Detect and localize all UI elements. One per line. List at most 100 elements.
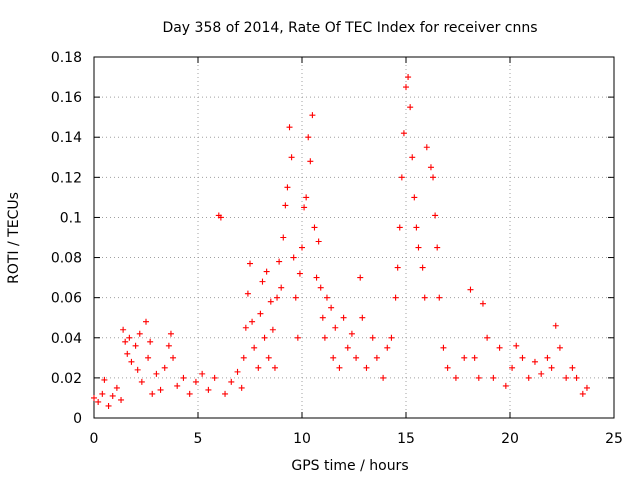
data-point <box>143 318 149 325</box>
data-point <box>392 294 399 301</box>
data-point <box>415 244 422 251</box>
data-point <box>579 390 586 397</box>
data-point <box>434 244 441 251</box>
data-point <box>421 294 428 301</box>
data-point <box>161 364 168 371</box>
data-point <box>348 330 355 337</box>
data-point <box>211 374 218 381</box>
data-point <box>369 334 376 341</box>
data-point <box>373 354 380 361</box>
data-point <box>303 194 310 201</box>
x-tick-label: 20 <box>501 431 519 447</box>
x-tick-label: 0 <box>90 431 99 447</box>
data-point <box>440 344 447 351</box>
data-point <box>490 374 497 381</box>
data-point <box>475 374 482 381</box>
data-point <box>109 392 116 399</box>
data-point <box>380 374 387 381</box>
data-point <box>471 354 478 361</box>
data-point <box>484 334 491 341</box>
data-point <box>353 354 360 361</box>
data-point <box>525 374 532 381</box>
data-point <box>301 204 308 211</box>
data-point <box>419 264 426 271</box>
data-point <box>573 374 580 381</box>
data-point <box>174 382 181 389</box>
x-tick-label: 25 <box>605 431 623 447</box>
y-tick-labels: 0 0.02 0.04 0.06 0.08 0.1 0.12 0.14 0.16 0.18 <box>51 50 82 427</box>
data-point <box>244 290 251 297</box>
data-point <box>461 354 468 361</box>
data-point <box>286 124 293 131</box>
data-point <box>205 386 212 393</box>
data-point <box>167 330 174 337</box>
data-point <box>269 326 276 333</box>
data-point <box>238 384 245 391</box>
data-point <box>118 396 125 403</box>
data-point <box>363 364 370 371</box>
data-point <box>359 314 366 321</box>
data-point <box>153 370 160 377</box>
data-point <box>398 174 405 181</box>
data-point <box>321 334 328 341</box>
data-point <box>411 194 418 201</box>
data-point <box>255 364 262 371</box>
data-point <box>192 378 199 385</box>
y-tick-label: 0.14 <box>51 130 82 146</box>
data-point <box>388 334 395 341</box>
data-point <box>147 338 154 345</box>
data-point <box>99 390 106 397</box>
data-point <box>502 382 509 389</box>
data-point <box>384 344 391 351</box>
data-point <box>405 74 412 81</box>
data-point <box>430 174 437 181</box>
data-point <box>134 366 141 373</box>
data-point <box>265 354 272 361</box>
data-point <box>552 322 559 329</box>
data-point <box>278 284 285 291</box>
data-point <box>432 212 439 219</box>
data-point <box>128 358 135 365</box>
data-point <box>267 298 274 305</box>
data-point <box>313 274 320 281</box>
data-point <box>563 374 570 381</box>
y-tick-label: 0.12 <box>51 170 82 186</box>
data-point <box>249 318 256 325</box>
data-point <box>323 294 330 301</box>
data-point <box>234 368 241 375</box>
y-tick-label: 0.04 <box>51 331 82 347</box>
data-point <box>138 378 145 385</box>
data-point <box>263 268 270 275</box>
data-point <box>305 134 312 141</box>
x-tick-label: 15 <box>397 431 415 447</box>
data-point <box>199 370 206 377</box>
data-point <box>556 344 563 351</box>
data-point <box>583 384 590 391</box>
plot-frame <box>93 56 615 419</box>
data-point <box>165 342 172 349</box>
data-points <box>91 74 590 409</box>
data-point <box>120 326 127 333</box>
y-tick-label: 0.08 <box>51 251 82 267</box>
data-point <box>296 270 303 277</box>
data-point <box>145 354 152 361</box>
data-point <box>251 344 258 351</box>
chart-title: Day 358 of 2014, Rate Of TEC Index for r… <box>162 20 537 36</box>
data-point <box>309 112 316 119</box>
data-point <box>444 364 451 371</box>
data-point <box>400 130 407 137</box>
data-point <box>531 358 538 365</box>
data-point <box>294 334 301 341</box>
y-tick-label: 0.18 <box>51 50 82 66</box>
data-point <box>261 334 268 341</box>
data-point <box>317 284 324 291</box>
data-point <box>276 258 283 265</box>
y-tick-label: 0.02 <box>51 371 82 387</box>
data-point <box>271 364 278 371</box>
data-point <box>519 354 526 361</box>
data-point <box>569 364 576 371</box>
data-point <box>452 374 459 381</box>
data-point <box>242 324 249 331</box>
y-tick-label: 0.06 <box>51 291 82 307</box>
x-tick-label: 5 <box>194 431 203 447</box>
